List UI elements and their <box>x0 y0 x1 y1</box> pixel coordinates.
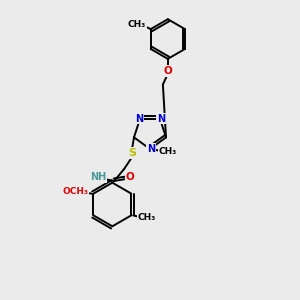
Text: S: S <box>128 148 136 158</box>
Text: N: N <box>157 113 165 124</box>
Text: O: O <box>126 172 134 182</box>
Text: CH₃: CH₃ <box>138 213 156 222</box>
Text: N: N <box>135 113 143 124</box>
Text: N: N <box>147 144 155 154</box>
Text: OCH₃: OCH₃ <box>63 187 88 196</box>
Text: O: O <box>164 66 172 76</box>
Text: CH₃: CH₃ <box>128 20 146 29</box>
Text: CH₃: CH₃ <box>159 148 177 157</box>
Text: NH: NH <box>90 172 106 182</box>
